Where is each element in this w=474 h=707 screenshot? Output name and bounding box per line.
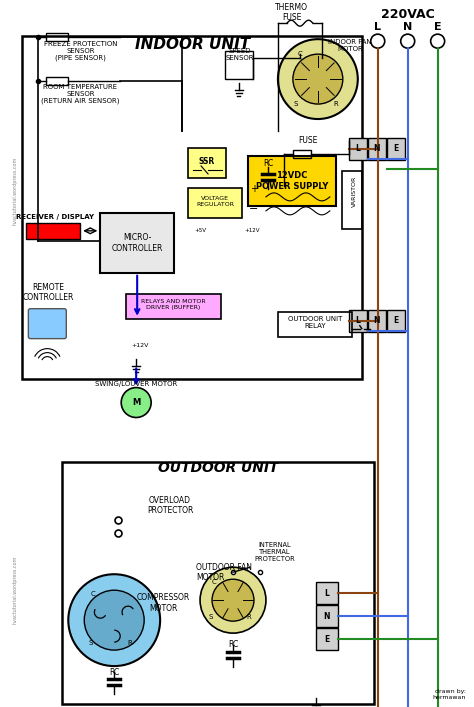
Text: L: L [324, 589, 329, 597]
Bar [188, 148, 226, 178]
Circle shape [200, 567, 266, 633]
Text: MICRO-
CONTROLLER: MICRO- CONTROLLER [111, 233, 163, 252]
Text: N: N [374, 316, 380, 325]
Text: E: E [324, 635, 329, 643]
Bar [46, 33, 68, 41]
Text: RELAYS AND MOTOR
DRIVER (BUFFER): RELAYS AND MOTOR DRIVER (BUFFER) [141, 299, 205, 310]
Text: E: E [434, 22, 441, 33]
Text: 12VDC
POWER SUPPLY: 12VDC POWER SUPPLY [255, 171, 328, 191]
Bar [225, 51, 253, 79]
Text: 220VAC: 220VAC [381, 8, 435, 21]
Bar [188, 188, 242, 218]
Circle shape [68, 574, 160, 666]
Bar [22, 36, 362, 378]
Text: R: R [128, 640, 133, 646]
Text: +5V: +5V [194, 228, 206, 233]
Text: RC: RC [109, 667, 119, 677]
Bar [293, 150, 311, 158]
Text: M: M [132, 398, 140, 407]
Text: R: R [333, 101, 338, 107]
Text: C: C [212, 579, 217, 585]
Text: L: L [374, 22, 381, 33]
Circle shape [212, 579, 254, 621]
Text: OUTDOOR UNIT
RELAY: OUTDOOR UNIT RELAY [288, 316, 342, 329]
Text: C: C [91, 591, 96, 597]
Text: drawn by:
hermawan: drawn by: hermawan [432, 689, 465, 700]
Text: −: − [249, 204, 259, 214]
Text: RECEIVER / DISPLAY: RECEIVER / DISPLAY [16, 214, 94, 220]
Text: C: C [298, 51, 302, 57]
Bar [62, 462, 374, 704]
Text: hvactutorial.wordpress.com: hvactutorial.wordpress.com [12, 556, 18, 624]
Text: E: E [393, 316, 398, 325]
Bar [368, 310, 386, 332]
Text: +: + [250, 184, 258, 194]
Text: SSR: SSR [199, 158, 215, 166]
Text: E: E [393, 144, 398, 153]
Bar [387, 138, 405, 160]
Text: COMPRESSOR
MOTOR: COMPRESSOR MOTOR [137, 593, 190, 613]
Text: +12V: +12V [244, 228, 260, 233]
Text: N: N [374, 144, 380, 153]
Text: RC: RC [228, 640, 238, 648]
Text: L: L [356, 316, 360, 325]
Text: INDOOR FAN
MOTOR: INDOOR FAN MOTOR [328, 39, 372, 52]
FancyBboxPatch shape [28, 309, 66, 339]
Bar [342, 171, 362, 229]
Text: ROOM TEMPERATURE
SENSOR
(RETURN AIR SENSOR): ROOM TEMPERATURE SENSOR (RETURN AIR SENS… [41, 84, 119, 105]
Text: SPEED
SENSOR: SPEED SENSOR [226, 47, 254, 61]
Text: N: N [324, 612, 330, 621]
Text: THERMO
FUSE: THERMO FUSE [275, 3, 309, 22]
Text: SWING/LOUVER MOTOR: SWING/LOUVER MOTOR [95, 380, 177, 387]
Text: OUTDOOR FAN
MOTOR: OUTDOOR FAN MOTOR [196, 563, 252, 582]
Text: hvactutorial.wordpress.com: hvactutorial.wordpress.com [12, 157, 18, 225]
Circle shape [84, 590, 144, 650]
Text: L: L [356, 144, 360, 153]
Text: N: N [403, 22, 412, 33]
Circle shape [293, 54, 343, 104]
Text: OUTDOOR UNIT: OUTDOOR UNIT [158, 462, 278, 475]
Bar [349, 310, 367, 332]
Text: INTERNAL
THERMAL
PROTECTOR: INTERNAL THERMAL PROTECTOR [255, 542, 295, 562]
Text: FUSE: FUSE [298, 136, 318, 146]
Bar [368, 138, 386, 160]
Bar [316, 583, 338, 604]
Bar [278, 312, 352, 337]
Bar [387, 310, 405, 332]
Bar [46, 77, 68, 85]
Text: RC: RC [263, 160, 273, 168]
Text: S: S [209, 614, 213, 620]
Text: R: R [246, 614, 251, 620]
Text: INDOOR UNIT: INDOOR UNIT [135, 37, 250, 52]
Bar [248, 156, 336, 206]
Text: S: S [294, 101, 298, 107]
Bar [27, 223, 80, 239]
Bar [316, 605, 338, 627]
Bar [100, 213, 174, 273]
Text: OVERLOAD
PROTECTOR: OVERLOAD PROTECTOR [147, 496, 193, 515]
Text: REMOTE
CONTROLLER: REMOTE CONTROLLER [23, 283, 74, 303]
Text: S: S [88, 640, 92, 646]
Text: FREEZE PROTECTION
SENSOR
(PIPE SENSOR): FREEZE PROTECTION SENSOR (PIPE SENSOR) [44, 41, 117, 62]
Circle shape [121, 387, 151, 418]
Text: VARISTOR: VARISTOR [352, 175, 357, 206]
Bar [126, 293, 221, 319]
Text: +12V: +12V [131, 343, 149, 348]
Bar [316, 628, 338, 650]
Circle shape [278, 39, 358, 119]
Bar [349, 138, 367, 160]
Text: VOLTAGE
REGULATOR: VOLTAGE REGULATOR [196, 197, 234, 207]
